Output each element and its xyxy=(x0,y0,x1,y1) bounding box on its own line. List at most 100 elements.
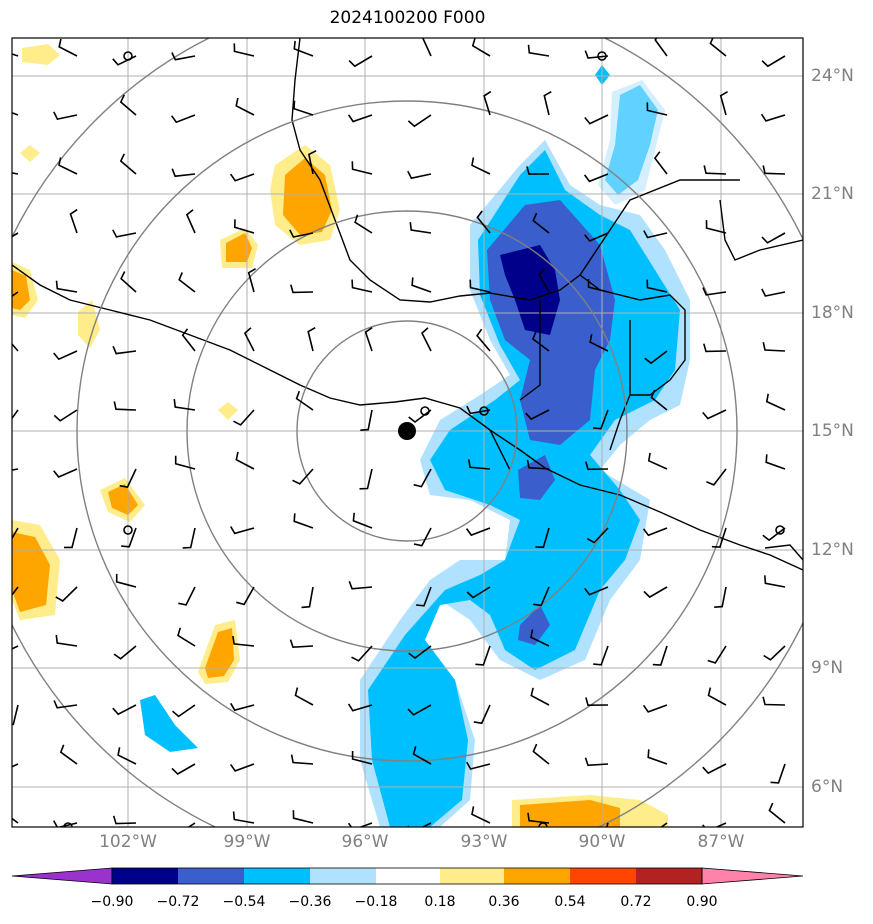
wind-barb xyxy=(587,279,609,293)
wind-barb xyxy=(646,102,668,116)
wind-barb xyxy=(347,822,373,827)
wind-barb xyxy=(301,586,314,609)
wind-barb xyxy=(765,393,786,411)
wind-barb xyxy=(586,527,609,544)
lat-label: 12°N xyxy=(811,540,854,560)
wind-barb xyxy=(466,586,491,599)
wind-barb xyxy=(171,763,196,775)
wind-barb xyxy=(289,229,314,238)
colorbar-under xyxy=(11,867,113,885)
lon-label: 99°W xyxy=(223,832,271,852)
wind-barb xyxy=(12,586,19,597)
wind-barb xyxy=(583,173,609,183)
colorbar-bin xyxy=(376,868,440,884)
wind-barb xyxy=(584,114,609,125)
wind-barb xyxy=(761,55,786,68)
wind-barb xyxy=(483,90,492,116)
wind-barb xyxy=(247,268,257,293)
wind-barb xyxy=(527,812,550,824)
wind-barb xyxy=(58,38,78,57)
colorbar-tick-label: −0.18 xyxy=(354,894,398,910)
lat-label: 9°N xyxy=(811,658,844,678)
orange-region-sw xyxy=(205,628,234,678)
wind-barb xyxy=(652,645,668,666)
yellow-region-tiny xyxy=(78,300,100,348)
wind-barb xyxy=(293,100,314,116)
lat-label: 24°N xyxy=(811,66,854,86)
colorbar-tick-label: −0.72 xyxy=(156,894,200,910)
lon-label: 102°W xyxy=(99,832,157,852)
wind-barb xyxy=(762,696,786,706)
wind-barb xyxy=(409,222,432,234)
wind-barb xyxy=(527,44,550,57)
wind-barb xyxy=(170,114,196,124)
wind-barb xyxy=(702,763,727,775)
colorbar-bin xyxy=(244,868,310,884)
wind-barb xyxy=(55,634,78,647)
wind-barb xyxy=(585,697,609,707)
wind-barb xyxy=(119,153,137,175)
wind-barb xyxy=(12,232,19,238)
wind-barb xyxy=(12,763,19,768)
medium-blue-region-island xyxy=(518,605,550,645)
wind-barb xyxy=(706,468,727,486)
wind-barb xyxy=(584,586,609,596)
wind-barb xyxy=(12,53,19,57)
wind-barb xyxy=(178,586,196,606)
wind-barb xyxy=(243,327,255,352)
wind-barb xyxy=(466,405,491,415)
wind-barb xyxy=(120,271,137,293)
orange-region-nw xyxy=(226,233,252,262)
light-blue-region-north xyxy=(598,80,665,205)
lon-label: 93°W xyxy=(460,832,508,852)
wind-barb xyxy=(584,757,609,767)
wind-barb xyxy=(290,754,314,765)
wind-barb xyxy=(233,409,255,426)
colorbar-bin xyxy=(178,868,244,884)
wind-barb xyxy=(352,512,373,529)
colorbar-tick-label: 0.72 xyxy=(620,894,652,910)
wind-barb xyxy=(705,220,727,234)
wind-barb xyxy=(112,345,137,355)
wind-barb xyxy=(174,455,196,470)
storm-center-marker xyxy=(398,422,416,440)
wind-barb xyxy=(112,815,137,825)
wind-barb xyxy=(476,328,491,352)
colorbar-tick-label: −0.36 xyxy=(288,894,332,910)
wind-barb xyxy=(232,635,255,647)
wind-barb xyxy=(647,749,668,765)
yellow-spot-a xyxy=(22,44,60,65)
wind-barb xyxy=(12,342,19,352)
wind-barb xyxy=(185,209,196,234)
wind-barb xyxy=(53,350,78,361)
wind-barb xyxy=(471,38,491,57)
wind-barb xyxy=(295,390,314,411)
wind-barb xyxy=(761,232,786,244)
colorbar-tick-label: 0.90 xyxy=(686,894,718,910)
colorbar-bin xyxy=(504,868,570,884)
wind-barb xyxy=(643,230,668,239)
wind-barb xyxy=(55,586,78,603)
wind-barb xyxy=(351,645,373,662)
wind-barb xyxy=(230,526,255,535)
wind-barb xyxy=(112,229,137,238)
wind-barb xyxy=(351,279,373,293)
medium-blue-region-south xyxy=(518,455,555,500)
wind-barb xyxy=(643,586,668,599)
calm-wind-markers xyxy=(63,51,785,827)
wind-barb xyxy=(764,575,786,588)
wind-barb xyxy=(702,287,727,296)
colorbar-tick-label: −0.54 xyxy=(222,894,266,910)
wind-barb xyxy=(543,91,552,116)
colorbar-bin xyxy=(636,868,702,884)
lon-label: 87°W xyxy=(697,832,745,852)
wind-barb xyxy=(289,639,314,649)
wind-barb xyxy=(654,38,668,57)
wind-barb xyxy=(233,219,255,234)
lat-label: 18°N xyxy=(811,303,854,323)
wind-barb xyxy=(760,113,786,122)
wind-barb xyxy=(411,277,432,293)
wind-barb xyxy=(177,627,196,647)
yellow-spot-c xyxy=(218,402,238,420)
wind-barb xyxy=(232,811,255,824)
